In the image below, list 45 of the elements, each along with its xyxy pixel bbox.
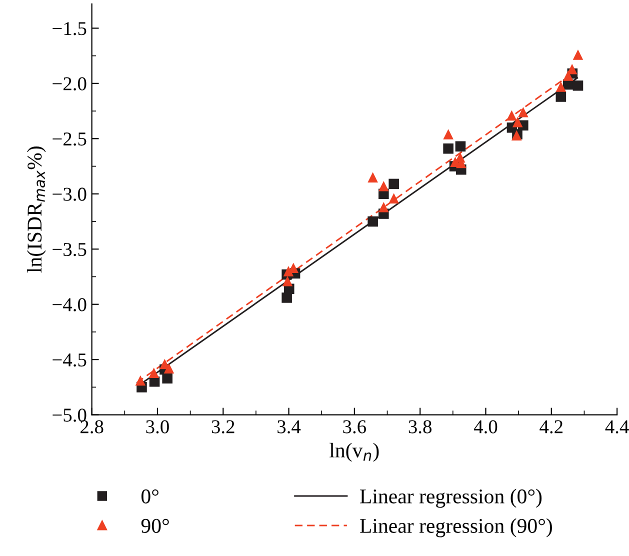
- x-tick-label: 4.2: [540, 420, 562, 434]
- point: [572, 80, 584, 91]
- point: [368, 216, 378, 227]
- legend-label: 90°: [141, 518, 169, 533]
- x-tick-label: 4.4: [605, 420, 629, 434]
- point: [388, 193, 399, 204]
- point: [135, 375, 146, 386]
- point: [282, 276, 293, 286]
- x-tick-label: 2.8: [80, 420, 104, 434]
- point: [378, 202, 389, 212]
- y-tick-label: −4.5: [52, 353, 86, 367]
- y-tick-label: −2.0: [52, 77, 86, 90]
- x-tick-label: 3.6: [343, 420, 366, 434]
- x-tick-label: 3.8: [408, 420, 432, 434]
- x-axis-title: ln(v$_{n}$): [330, 442, 379, 462]
- y-axis-title: ln(ISDR$_{max}$%): [26, 146, 46, 273]
- point: [378, 180, 389, 192]
- legend-label: Linear regression (90°): [360, 518, 552, 538]
- point: [162, 373, 172, 384]
- y-tick-label: −3.0: [52, 188, 86, 201]
- point: [518, 106, 528, 118]
- point: [562, 70, 574, 81]
- point: [164, 363, 174, 374]
- x-tick-label: 4.0: [474, 420, 498, 434]
- legend-label: 0°: [141, 489, 158, 504]
- point: [556, 92, 566, 102]
- point: [512, 116, 523, 128]
- point: [443, 143, 454, 154]
- y-tick-label: −2.5: [52, 132, 86, 146]
- x-tick-label: 3.0: [146, 420, 169, 434]
- point: [368, 172, 378, 182]
- y-tick-label: −4.0: [52, 298, 86, 312]
- point: [572, 50, 584, 60]
- point: [388, 178, 399, 190]
- point: [443, 129, 454, 140]
- x-tick-label: 3.2: [212, 420, 234, 434]
- point: [506, 110, 517, 121]
- x-tick-label: 3.4: [278, 420, 301, 434]
- point: [556, 82, 566, 92]
- point: [148, 368, 160, 378]
- y-tick-label: −1.5: [52, 22, 86, 36]
- y-tick-label: −5.0: [52, 408, 86, 422]
- point: [455, 141, 466, 152]
- y-tick-label: −3.5: [52, 242, 86, 256]
- legend-label: Linear regression (0°): [360, 488, 542, 508]
